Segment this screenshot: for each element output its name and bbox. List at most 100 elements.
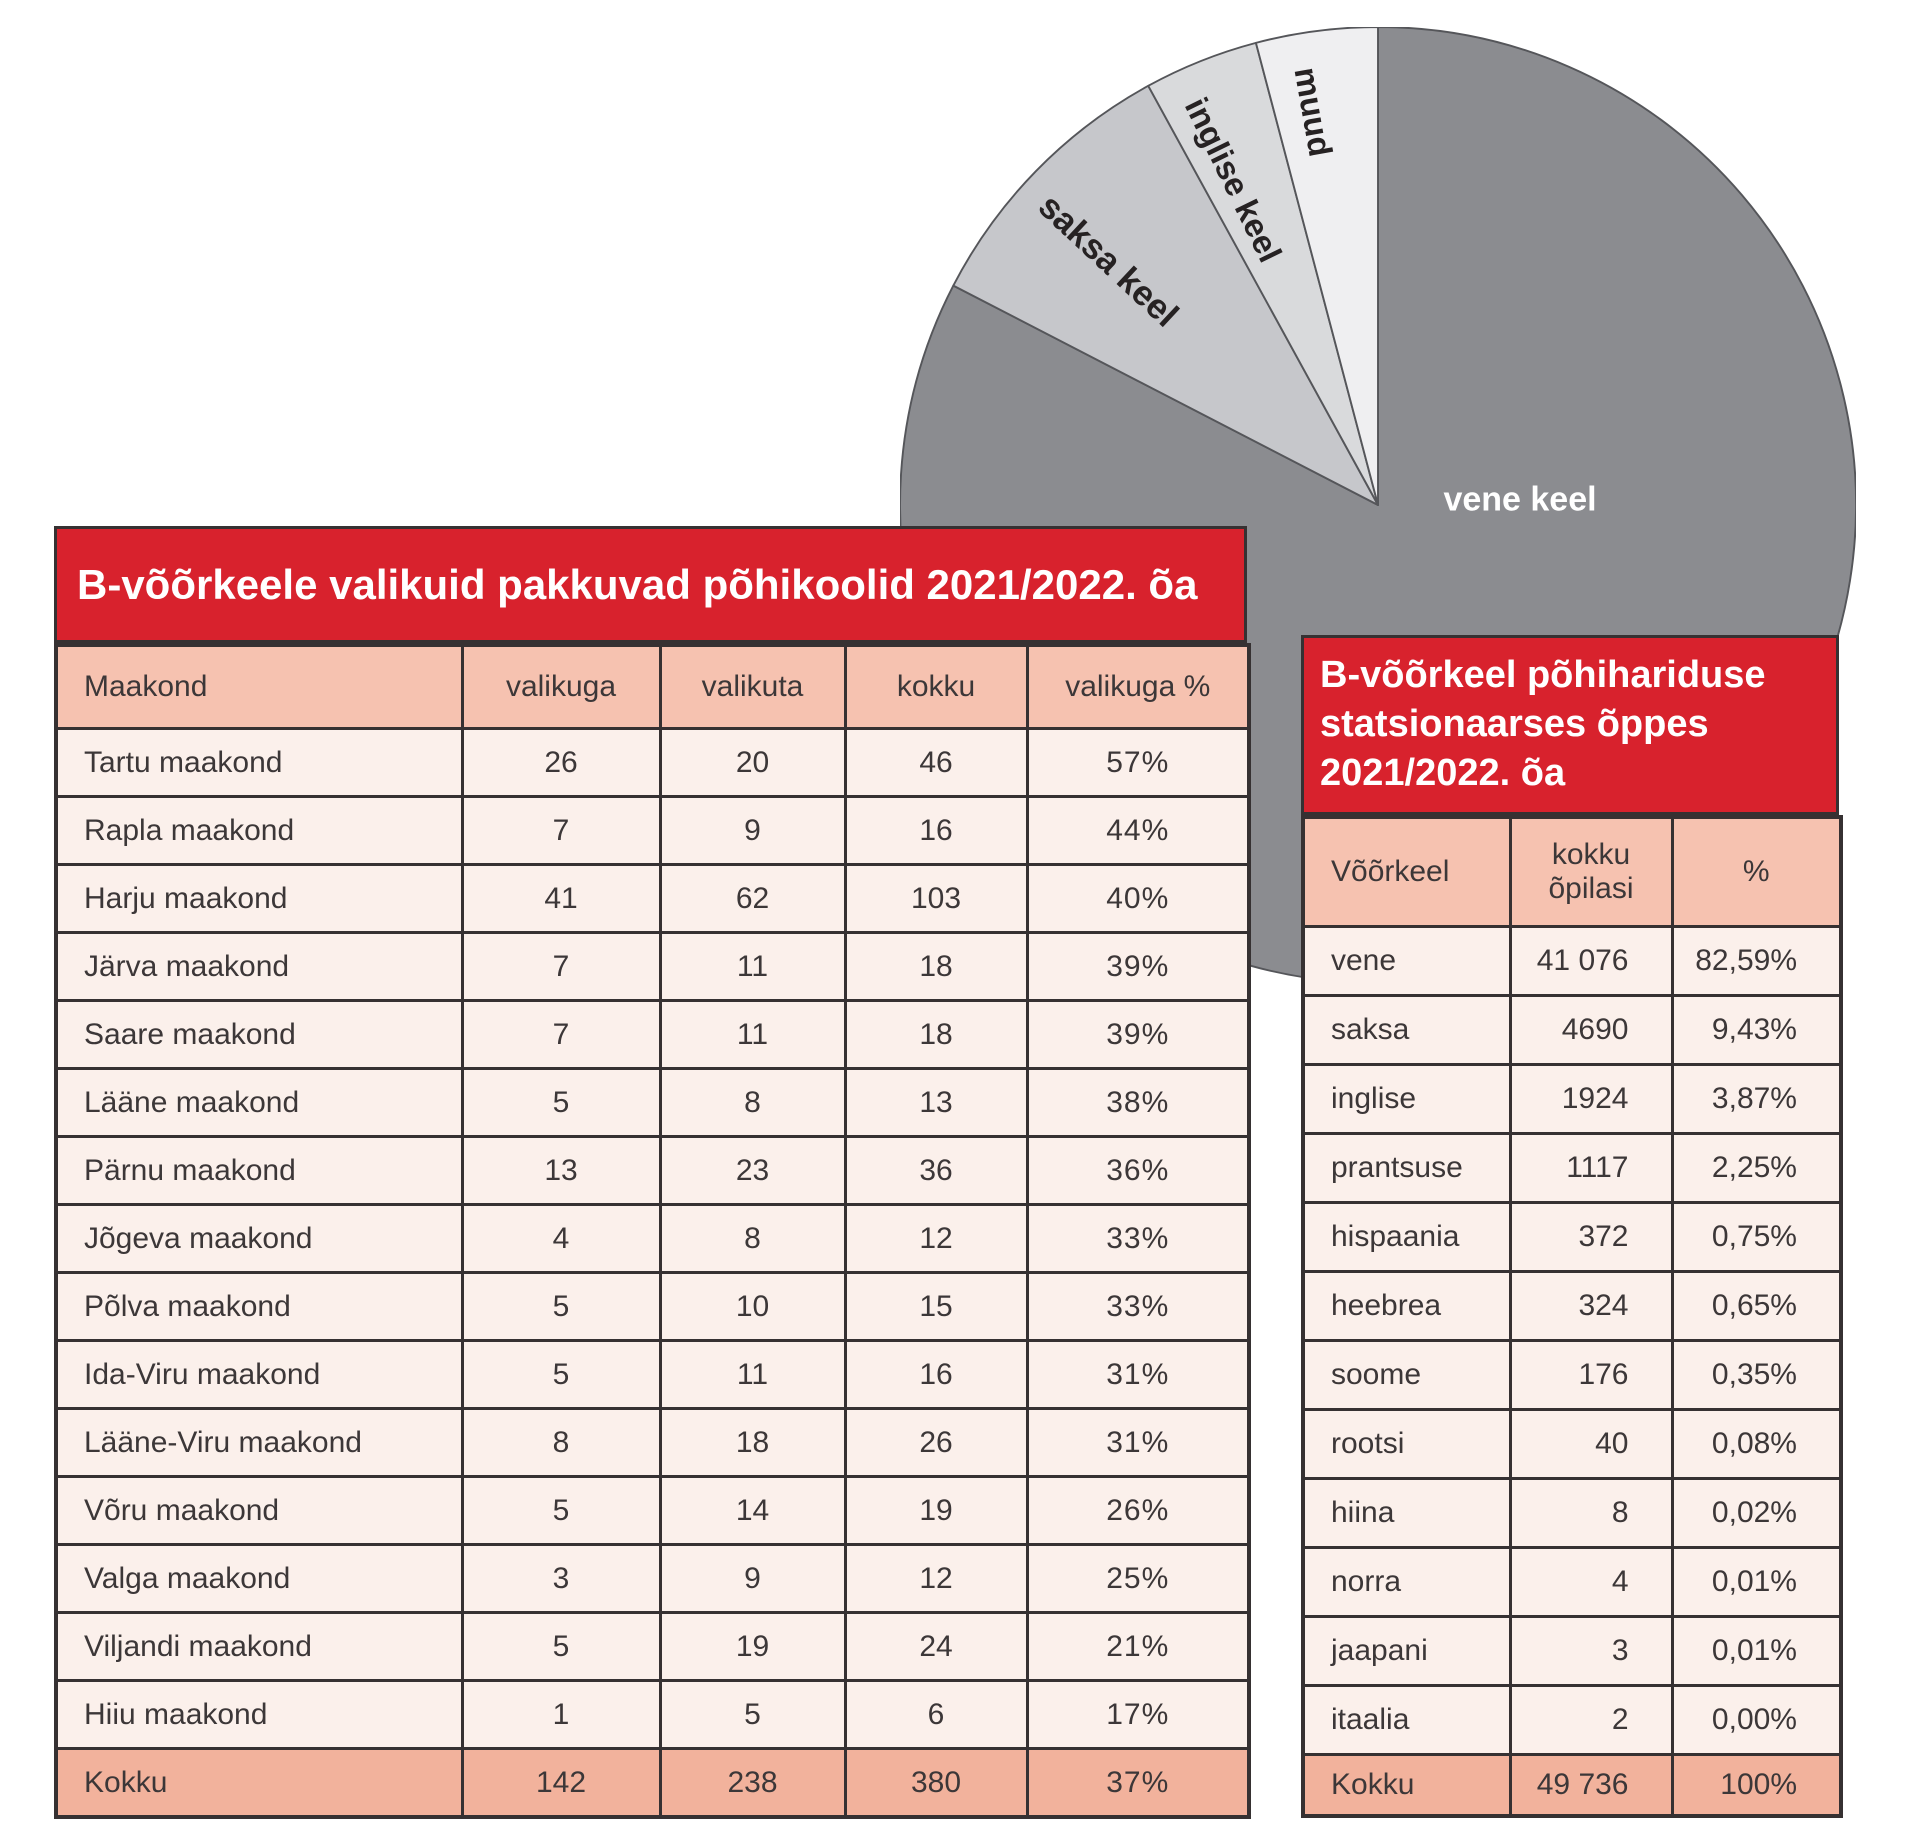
pie-slice-muud (1254, 27, 1379, 506)
table-row: Võru maakond 5 14 19 26% (54, 1475, 1251, 1546)
cell-kokku: 103 (843, 863, 1029, 934)
cell-keel: saksa (1301, 994, 1512, 1066)
cell-kokku: 49 736 (1508, 1753, 1674, 1818)
cell-keel: rootsi (1301, 1408, 1512, 1480)
cell-valikuga: 4 (460, 1203, 662, 1274)
cell-pct: 2,25% (1670, 1132, 1843, 1204)
left-table-total-row: Kokku 142 238 380 37% (54, 1747, 1251, 1819)
header-kokku-opilasi: kokku õpilasi (1508, 815, 1674, 928)
table-row: rootsi 40 0,08% (1301, 1408, 1843, 1480)
header-valikuta: valikuta (658, 643, 847, 730)
cell-valikuta: 9 (658, 795, 847, 866)
cell-kokku: 176 (1508, 1339, 1674, 1411)
cell-valikuta: 8 (658, 1203, 847, 1274)
cell-valikuga-pct: 17% (1025, 1679, 1251, 1750)
table-row: Põlva maakond 5 10 15 33% (54, 1271, 1251, 1342)
left-table: Maakond valikuga valikuta kokku valikuga… (54, 643, 1251, 1819)
cell-valikuga-pct: 21% (1025, 1611, 1251, 1682)
cell-keel: hiina (1301, 1477, 1512, 1549)
cell-maakond: Tartu maakond (54, 727, 464, 798)
table-row: saksa 4690 9,43% (1301, 994, 1843, 1066)
cell-valikuta: 11 (658, 1339, 847, 1410)
cell-valikuga: 13 (460, 1135, 662, 1206)
cell-maakond: Hiiu maakond (54, 1679, 464, 1750)
table-row: vene 41 076 82,59% (1301, 925, 1843, 997)
cell-valikuta: 10 (658, 1271, 847, 1342)
cell-valikuga-pct: 25% (1025, 1543, 1251, 1614)
cell-kokku: 40 (1508, 1408, 1674, 1480)
cell-maakond: Valga maakond (54, 1543, 464, 1614)
cell-valikuga-pct: 39% (1025, 931, 1251, 1002)
cell-kokku: 4690 (1508, 994, 1674, 1066)
cell-kokku: 12 (843, 1543, 1029, 1614)
cell-valikuga: 1 (460, 1679, 662, 1750)
cell-kokku: 6 (843, 1679, 1029, 1750)
cell-valikuga: 7 (460, 931, 662, 1002)
cell-keel: heebrea (1301, 1270, 1512, 1342)
cell-valikuga: 41 (460, 863, 662, 934)
cell-maakond: Järva maakond (54, 931, 464, 1002)
cell-pct: 0,01% (1670, 1546, 1843, 1618)
table-row: Tartu maakond 26 20 46 57% (54, 727, 1251, 798)
table-row: hispaania 372 0,75% (1301, 1201, 1843, 1273)
right-table-title-line2: statsionaarses õppes (1320, 703, 1709, 745)
pie-slice-saksa-keel (952, 84, 1379, 506)
table-row: jaapani 3 0,01% (1301, 1615, 1843, 1687)
cell-kokku: 18 (843, 931, 1029, 1002)
cell-valikuta: 9 (658, 1543, 847, 1614)
cell-maakond: Põlva maakond (54, 1271, 464, 1342)
header-valikuga: valikuga (460, 643, 662, 730)
cell-valikuga-pct: 57% (1025, 727, 1251, 798)
table-row: Viljandi maakond 5 19 24 21% (54, 1611, 1251, 1682)
cell-keel: vene (1301, 925, 1512, 997)
cell-pct: 82,59% (1670, 925, 1843, 997)
header-pct: % (1670, 815, 1843, 928)
cell-keel: jaapani (1301, 1615, 1512, 1687)
cell-maakond: Pärnu maakond (54, 1135, 464, 1206)
cell-maakond: Viljandi maakond (54, 1611, 464, 1682)
table-row: heebrea 324 0,65% (1301, 1270, 1843, 1342)
cell-valikuga: 26 (460, 727, 662, 798)
table-row: Ida-Viru maakond 5 11 16 31% (54, 1339, 1251, 1410)
cell-valikuga-pct: 33% (1025, 1271, 1251, 1342)
right-table-total-row: Kokku 49 736 100% (1301, 1753, 1843, 1818)
cell-pct: 0,02% (1670, 1477, 1843, 1549)
cell-valikuga: 3 (460, 1543, 662, 1614)
cell-valikuga-pct: 37% (1025, 1747, 1251, 1819)
cell-pct: 100% (1670, 1753, 1843, 1818)
cell-valikuta: 20 (658, 727, 847, 798)
cell-kokku: 380 (843, 1747, 1029, 1819)
cell-kokku: 372 (1508, 1201, 1674, 1273)
cell-pct: 0,00% (1670, 1684, 1843, 1756)
cell-valikuta: 11 (658, 931, 847, 1002)
cell-maakond: Jõgeva maakond (54, 1203, 464, 1274)
cell-valikuga-pct: 39% (1025, 999, 1251, 1070)
cell-valikuta: 18 (658, 1407, 847, 1478)
header-valikuga-pct: valikuga % (1025, 643, 1251, 730)
cell-kokku: 13 (843, 1067, 1029, 1138)
table-row: Pärnu maakond 13 23 36 36% (54, 1135, 1251, 1206)
table-row: soome 176 0,35% (1301, 1339, 1843, 1411)
cell-kokku: 324 (1508, 1270, 1674, 1342)
cell-maakond: Lääne maakond (54, 1067, 464, 1138)
cell-valikuga-pct: 38% (1025, 1067, 1251, 1138)
left-table-title: B-võõrkeele valikuid pakkuvad põhikoolid… (54, 526, 1247, 643)
cell-keel: itaalia (1301, 1684, 1512, 1756)
cell-valikuta: 5 (658, 1679, 847, 1750)
table-row: Rapla maakond 7 9 16 44% (54, 795, 1251, 866)
table-row: Saare maakond 7 11 18 39% (54, 999, 1251, 1070)
cell-valikuga: 5 (460, 1067, 662, 1138)
left-table-header-row: Maakond valikuga valikuta kokku valikuga… (54, 643, 1251, 730)
cell-keel: soome (1301, 1339, 1512, 1411)
cell-valikuta: 19 (658, 1611, 847, 1682)
cell-maakond: Lääne-Viru maakond (54, 1407, 464, 1478)
cell-valikuta: 238 (658, 1747, 847, 1819)
cell-pct: 9,43% (1670, 994, 1843, 1066)
cell-valikuga-pct: 31% (1025, 1407, 1251, 1478)
cell-valikuga: 5 (460, 1475, 662, 1546)
cell-valikuta: 14 (658, 1475, 847, 1546)
header-kokku: kokku (843, 643, 1029, 730)
table-row: hiina 8 0,02% (1301, 1477, 1843, 1549)
cell-valikuga: 142 (460, 1747, 662, 1819)
